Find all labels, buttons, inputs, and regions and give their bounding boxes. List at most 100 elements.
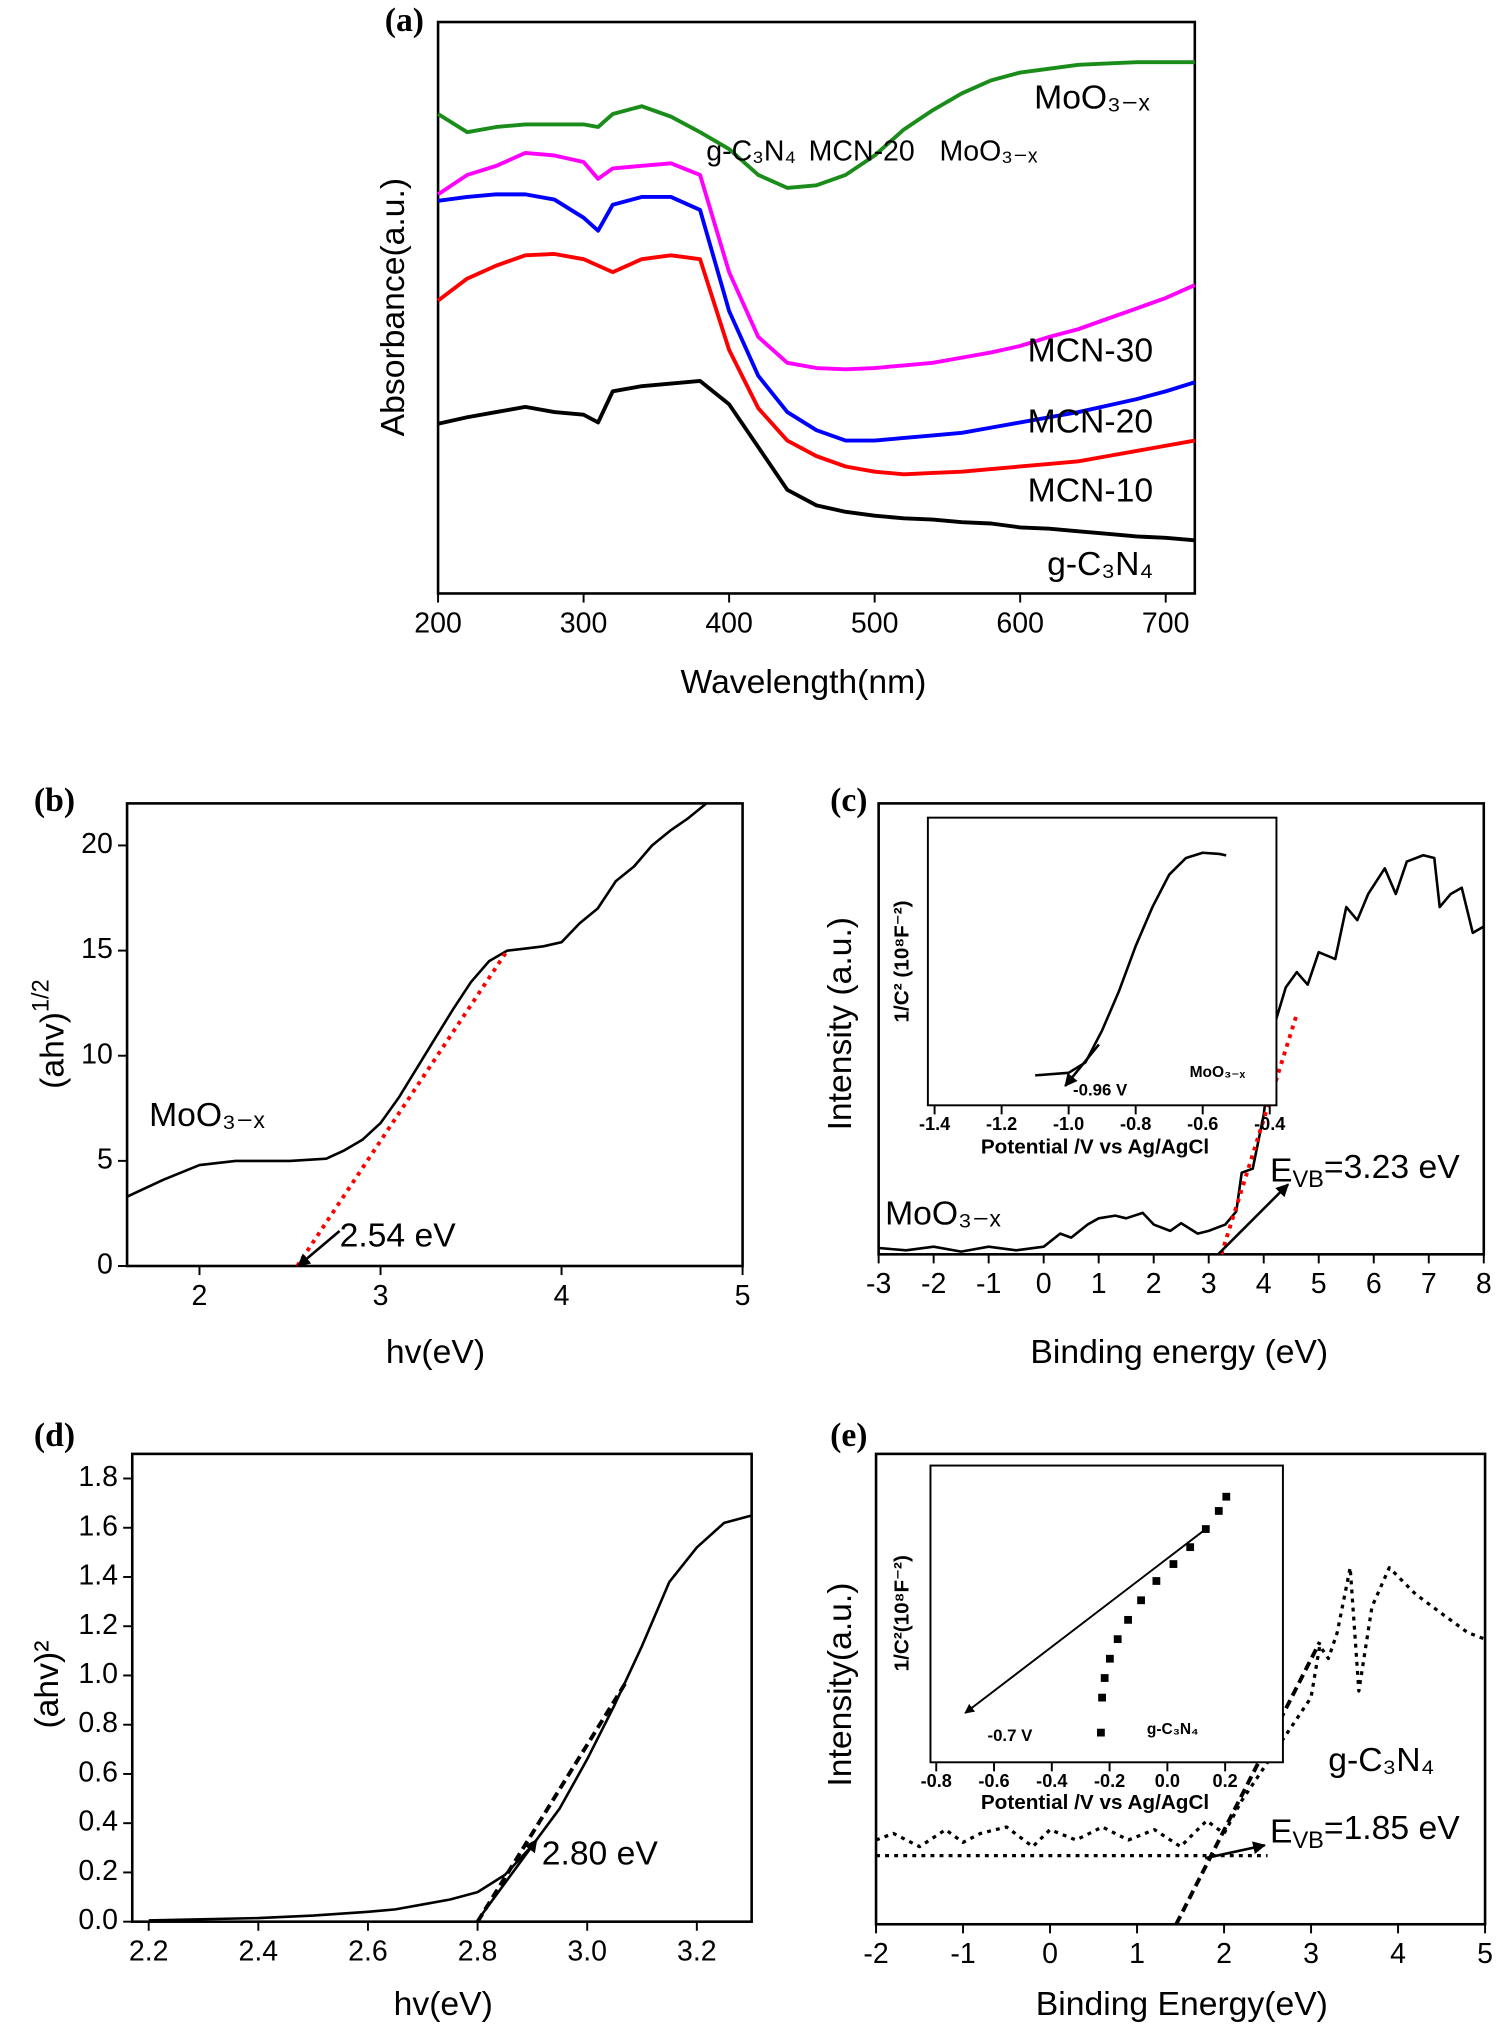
point <box>1222 1492 1231 1501</box>
y-axis-label: 1/C² (10⁸F⁻²) <box>891 900 914 1022</box>
y-tick-label: 15 <box>81 933 113 965</box>
x-tick-label: -1.0 <box>1053 1114 1084 1134</box>
point <box>1214 1507 1223 1515</box>
x-tick-label: -1.4 <box>919 1114 950 1134</box>
y-axis-label: Intensity(a.u.) <box>822 1582 859 1786</box>
panel-title: (a) <box>385 2 424 39</box>
fit-line <box>475 1681 628 1923</box>
point <box>1186 1543 1195 1552</box>
series-line <box>437 60 1195 190</box>
plot-frame <box>929 1464 1284 1764</box>
y-axis-label: (ahv)² <box>29 1641 66 1729</box>
x-tick-label: 2.2 <box>129 1936 169 1968</box>
series-label: MoO₃₋ₓ <box>885 1195 1001 1232</box>
series-line <box>148 1514 752 1922</box>
x-tick-label: 6 <box>1366 1268 1382 1300</box>
y-axis-label: Absorbance(a.u.) <box>375 178 412 436</box>
x-tick-label: 2 <box>1216 1938 1232 1970</box>
series-line <box>875 1566 1486 1849</box>
series-line <box>437 379 1195 543</box>
x-tick-label: 3.0 <box>567 1936 607 1968</box>
point <box>1105 1654 1114 1663</box>
point <box>1201 1525 1210 1533</box>
series-label: MCN-10 <box>1028 472 1153 509</box>
x-tick-label: 0 <box>1036 1268 1052 1300</box>
x-tick-label: 2 <box>192 1280 208 1312</box>
x-tick-label: -0.6 <box>978 1771 1009 1791</box>
x-tick-label: 500 <box>851 607 899 639</box>
x-tick-label: 4 <box>554 1280 570 1312</box>
point <box>1124 1615 1132 1624</box>
x-tick-label: -0.4 <box>1036 1771 1067 1791</box>
point <box>1137 1596 1145 1605</box>
x-axis-label: Binding Energy(eV) <box>1036 1986 1328 2023</box>
photo-label: g-C₃N₄ <box>706 135 796 167</box>
x-tick-label: 700 <box>1142 607 1190 639</box>
annotation-arrow <box>1064 1043 1100 1087</box>
annotation-part: =1.85 eV <box>1324 1810 1460 1847</box>
annotation: -0.96 V <box>1073 1081 1128 1100</box>
x-tick-label: 4 <box>1390 1938 1406 1970</box>
y-tick-label: 20 <box>81 828 113 860</box>
x-axis-label: hv(eV) <box>394 1986 493 2023</box>
x-tick-label: -2 <box>863 1938 888 1970</box>
x-tick-label: 4 <box>1256 1268 1272 1300</box>
series-label: g-C₃N₄ <box>1147 1721 1199 1738</box>
x-tick-label: 0.2 <box>1213 1771 1238 1791</box>
point <box>1100 1674 1109 1682</box>
x-tick-label: 3 <box>1201 1268 1217 1300</box>
x-axis-label: Wavelength(nm) <box>681 664 927 701</box>
series-line <box>878 853 1485 1253</box>
y-tick-label: 1.0 <box>78 1658 118 1690</box>
y-tick-label: 0 <box>97 1249 113 1281</box>
x-tick-label: 5 <box>1311 1268 1327 1300</box>
x-tick-label: 8 <box>1476 1268 1492 1300</box>
y-tick-label: 0.4 <box>78 1806 118 1838</box>
y-tick-label: 1.2 <box>78 1609 118 1641</box>
series-label: MCN-30 <box>1028 332 1153 369</box>
x-tick-label: 1 <box>1091 1268 1107 1300</box>
point <box>1113 1635 1122 1644</box>
plot-frame <box>130 1452 753 1923</box>
series-line <box>436 150 1196 372</box>
x-tick-label: 3 <box>373 1280 389 1312</box>
x-tick-label: -3 <box>866 1268 891 1300</box>
point <box>1097 1728 1105 1737</box>
y-axis-label-part: (ahv) <box>34 1012 71 1089</box>
annotation: 2.80 eV <box>542 1835 659 1872</box>
x-tick-label: 3.2 <box>677 1936 717 1968</box>
x-tick-label: 200 <box>414 607 462 639</box>
series-label: g-C₃N₄ <box>1328 1742 1434 1779</box>
x-tick-label: -0.8 <box>1120 1114 1151 1134</box>
annotation-part: E <box>1270 1153 1292 1190</box>
photo-label: MoO₃₋ₓ <box>940 135 1038 167</box>
annotation: EVB=3.23 eV <box>1270 1149 1460 1192</box>
series-label: MoO₃₋ₓ <box>1034 80 1150 117</box>
series-label: g-C₃N₄ <box>1047 546 1153 583</box>
x-tick-label: -1.2 <box>986 1114 1017 1134</box>
panel-title: (d) <box>34 1417 75 1454</box>
y-tick-label: 0.0 <box>78 1904 118 1936</box>
x-tick-label: -0.8 <box>921 1771 952 1791</box>
x-axis-label: hv(eV) <box>386 1334 485 1371</box>
x-tick-label: 300 <box>560 607 608 639</box>
annotation-part: VB <box>1292 1827 1323 1853</box>
x-tick-label: 5 <box>735 1280 751 1312</box>
plot-frame <box>436 20 1197 595</box>
x-tick-label: -2 <box>921 1268 946 1300</box>
series-line <box>436 252 1196 477</box>
annotation: 2.54 eV <box>340 1217 457 1254</box>
y-axis-label: 1/C²(10⁸F⁻²) <box>891 1555 914 1671</box>
x-tick-label: -1 <box>976 1268 1001 1300</box>
photo-label: MCN-20 <box>809 135 915 167</box>
x-tick-label: -0.6 <box>1187 1114 1218 1134</box>
x-axis-label: Binding energy (eV) <box>1030 1334 1328 1371</box>
annotation-arrow <box>297 1230 341 1267</box>
y-tick-label: 0.6 <box>78 1756 118 1788</box>
series-line <box>126 802 708 1198</box>
fit-line <box>1219 1013 1299 1255</box>
series-label: MoO₃₋ₓ <box>149 1097 265 1134</box>
x-tick-label: 2.8 <box>458 1936 498 1968</box>
y-tick-label: 1.4 <box>78 1560 118 1592</box>
